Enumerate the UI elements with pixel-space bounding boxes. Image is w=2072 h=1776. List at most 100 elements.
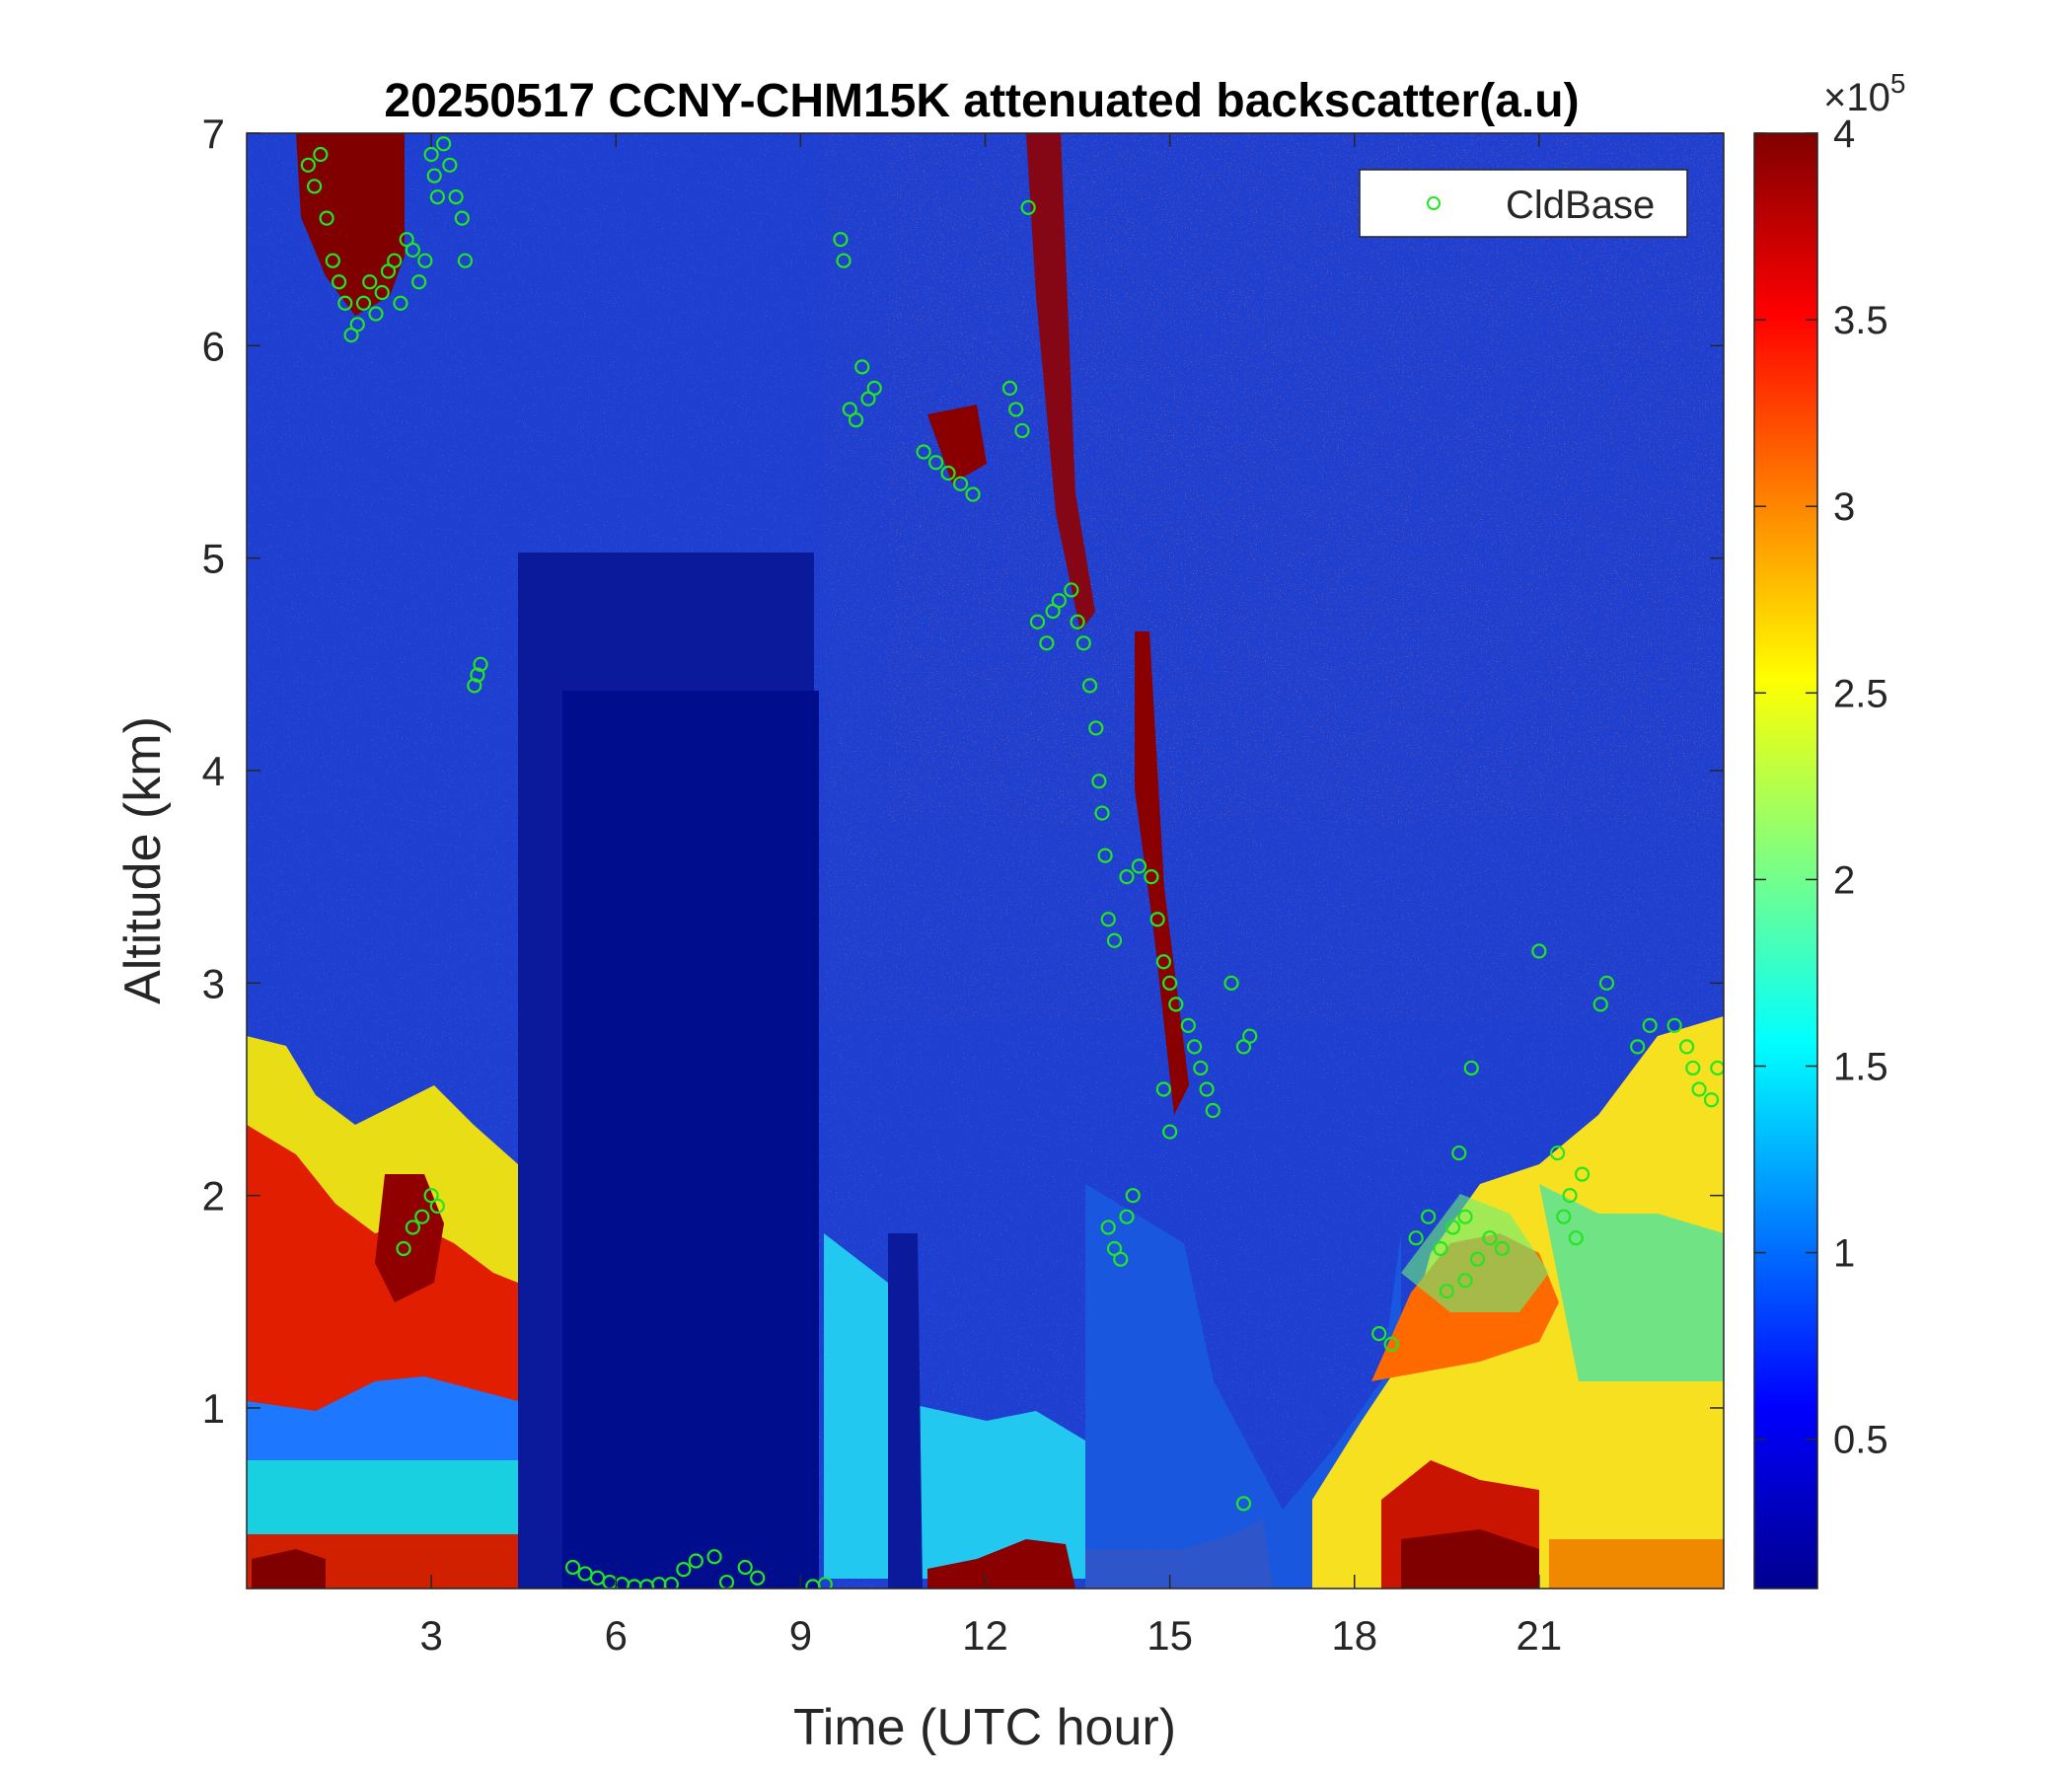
cloud-base-point — [325, 253, 340, 268]
cloud-base-point — [1088, 720, 1104, 736]
cloud-base-point — [965, 486, 981, 502]
cloud-base-point — [676, 1562, 692, 1578]
cloud-base-point — [362, 274, 378, 290]
cloud-base-point — [411, 274, 427, 290]
x-tick-label: 15 — [1147, 1612, 1193, 1659]
x-tick-label: 6 — [605, 1612, 628, 1659]
cloud-base-point — [564, 1559, 581, 1576]
cloud-base-point — [337, 295, 353, 311]
cloud-base-point — [1106, 932, 1123, 948]
cloud-base-point — [417, 253, 433, 268]
cloud-base-point — [1457, 1209, 1473, 1224]
colorbar-tick-label: 3.5 — [1833, 299, 1888, 342]
cloud-base-point — [1223, 975, 1239, 991]
cloud-base-point — [423, 146, 439, 163]
cloud-base-point — [1463, 1060, 1479, 1076]
x-tick-label: 18 — [1331, 1612, 1377, 1659]
cloud-base-point — [1020, 199, 1036, 215]
cloud-base-point — [1703, 1092, 1720, 1108]
cloud-base-point — [1180, 1017, 1196, 1033]
cloud-base-point — [663, 1577, 679, 1589]
cloud-base-point — [927, 455, 944, 471]
cloud-base-point — [866, 380, 882, 396]
cloud-base-point — [1598, 975, 1615, 991]
cloud-base-point — [396, 1240, 411, 1257]
cloud-base-point — [1420, 1209, 1437, 1224]
cloud-base-point — [1531, 943, 1547, 959]
cloud-base-point — [436, 136, 452, 152]
cloud-base-point — [442, 157, 458, 173]
colorbar-multiplier-exp: 5 — [1890, 68, 1906, 99]
colorbar-tick-label: 2.5 — [1833, 672, 1888, 715]
y-tick-label: 3 — [202, 960, 225, 1006]
cloud-base-point — [1100, 1220, 1116, 1235]
cloud-base-point — [1408, 1230, 1424, 1246]
y-tick-label: 4 — [202, 748, 225, 794]
cloud-base-point — [1162, 975, 1178, 991]
cloud-base-point — [1556, 1209, 1572, 1224]
cloud-base-point — [1064, 582, 1079, 598]
cloud-base-point — [393, 295, 408, 311]
cloud-base-point — [952, 476, 969, 491]
cloud-base-point — [1186, 1039, 1203, 1055]
cloud-base-point — [429, 188, 445, 205]
y-tick-label: 7 — [202, 111, 225, 157]
cloud-base-point — [1149, 912, 1165, 927]
cloud-base-point — [1685, 1060, 1701, 1076]
cloud-base-point — [1630, 1039, 1646, 1055]
cloud-base-point — [470, 667, 485, 683]
cloud-base-point — [817, 1577, 833, 1589]
cloud-base-point — [1193, 1060, 1209, 1076]
y-tick-label: 2 — [202, 1173, 225, 1220]
cloud-base-point — [718, 1574, 735, 1589]
cloud-base-point — [414, 1209, 430, 1224]
x-tick-label: 3 — [419, 1612, 442, 1659]
cloud-base-point — [1119, 1209, 1135, 1224]
cloud-base-point — [1162, 1124, 1178, 1140]
cloud-base-point — [448, 188, 464, 205]
cloud-base-point — [688, 1553, 703, 1569]
cloud-base-point — [405, 242, 421, 259]
cloud-base-point — [319, 210, 334, 226]
cloud-base-point — [1574, 1166, 1591, 1182]
cloud-base-point — [706, 1549, 722, 1565]
cloud-base-point — [473, 656, 488, 672]
cloud-base-point — [387, 253, 403, 268]
cloud-base-point — [1070, 614, 1085, 629]
legend-marker-icon — [1427, 196, 1441, 210]
cloud-base-point — [1433, 1240, 1448, 1257]
cloud-base-point — [405, 1220, 421, 1235]
cloud-base-point — [300, 157, 316, 173]
cloud-base-point — [1155, 954, 1171, 970]
cloud-base-point — [1081, 678, 1098, 694]
cloud-base-point — [1144, 869, 1159, 885]
cloud-base-point — [1235, 1496, 1252, 1512]
cloud-base-point — [848, 412, 864, 428]
cloud-base-point — [1168, 997, 1184, 1012]
cloud-base-point — [368, 306, 384, 322]
colorbar-tick-label: 4 — [1833, 112, 1855, 156]
colorbar-multiplier-base: ×10 — [1823, 76, 1890, 119]
x-axis-label: Time (UTC hour) — [793, 1699, 1176, 1756]
cloud-base-point — [1568, 1230, 1584, 1246]
cloud-base-point — [454, 210, 470, 226]
colorbar-tick-label: 1.5 — [1833, 1046, 1888, 1089]
cloud-base-point — [916, 444, 931, 460]
x-tick-label: 9 — [789, 1612, 812, 1659]
chart-title: 20250517 CCNY-CHM15K attenuated backscat… — [384, 75, 1579, 127]
cloud-base-point — [737, 1559, 753, 1576]
cloud-base-point — [1119, 869, 1135, 885]
cloud-base-point — [750, 1570, 766, 1586]
cloud-base-point — [1451, 1145, 1467, 1161]
cloud-base-point — [854, 359, 870, 375]
cloud-base-point — [1562, 1188, 1578, 1204]
cloud-base-point — [836, 253, 851, 268]
cloud-base-point — [1001, 380, 1018, 396]
cloud-base-point — [1039, 635, 1055, 651]
cloud-base-point — [1075, 635, 1091, 651]
cloud-base-point — [1549, 1145, 1566, 1161]
cloud-base-point — [429, 1198, 445, 1215]
cloud-base-point — [313, 146, 329, 163]
y-tick-label: 1 — [202, 1385, 225, 1432]
cloud-base-point — [1642, 1017, 1658, 1033]
